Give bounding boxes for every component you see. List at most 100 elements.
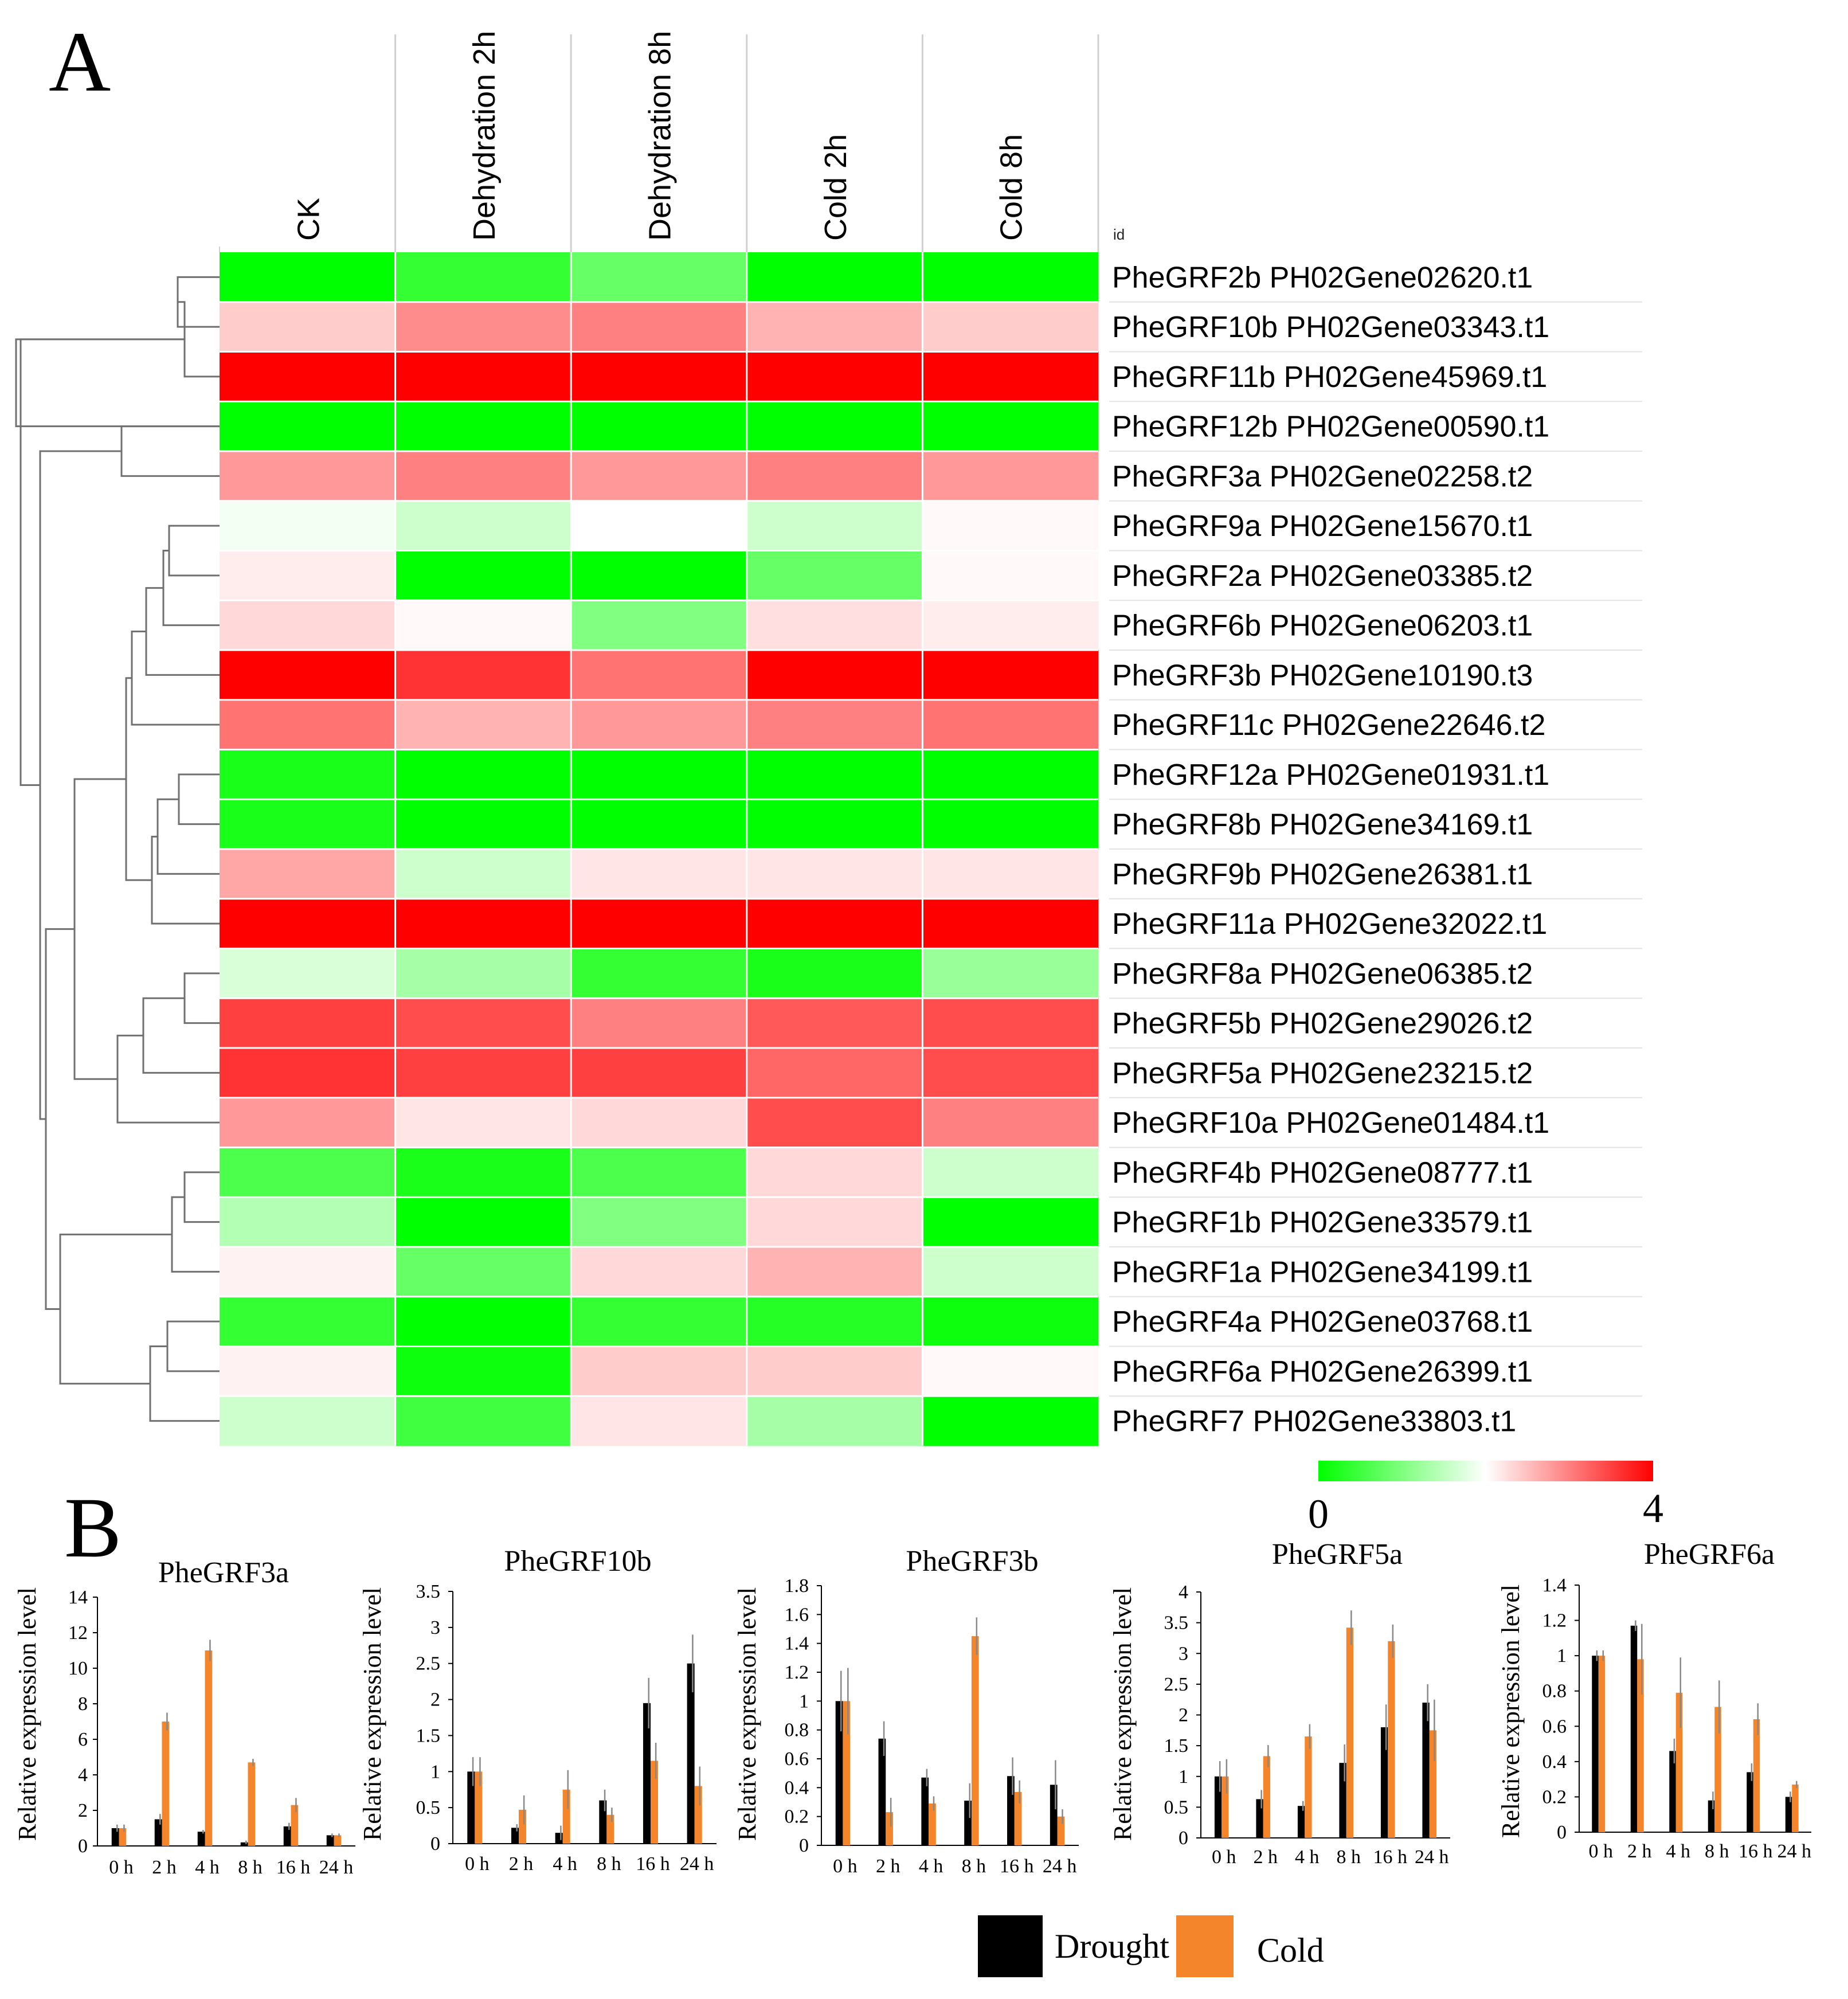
heatmap-cell [395, 998, 571, 1049]
bar-cold [1346, 1628, 1354, 1838]
bar-cold [843, 1701, 851, 1845]
heatmap-cell [746, 699, 923, 750]
y-tick-label: 1.6 [785, 1604, 809, 1625]
bar-drought [1297, 1806, 1305, 1838]
heatmap-cell [746, 898, 923, 949]
bar-drought [1007, 1776, 1015, 1845]
heatmap-cell [395, 898, 571, 949]
heatmap-cell [220, 1296, 396, 1347]
x-tick-label: 4 h [553, 1853, 577, 1875]
y-tick-label: 0 [78, 1836, 88, 1857]
y-tick-label: 14 [68, 1587, 88, 1608]
x-tick-label: 4 h [195, 1857, 220, 1878]
heatmap-row-label: PheGRF11a PH02Gene32022.t1 [1112, 907, 1547, 941]
x-tick-label: 4 h [919, 1856, 943, 1877]
x-tick-label: 2 h [1254, 1847, 1278, 1868]
bar-cold [929, 1804, 936, 1845]
heatmap-row-label: PheGRF9a PH02Gene15670.t1 [1112, 510, 1533, 543]
heatmap-cell [922, 849, 1099, 899]
bar-cold [1753, 1719, 1760, 1832]
heatmap-cell [922, 998, 1099, 1049]
bar-drought [835, 1701, 843, 1845]
heatmap-cell [746, 1097, 923, 1148]
dendrogram-branch [131, 630, 220, 726]
heatmap-cell [922, 550, 1099, 601]
color-scale-min-label: 0 [1308, 1491, 1329, 1537]
heatmap-cell [220, 898, 396, 949]
y-tick-label: 6 [78, 1729, 88, 1750]
bar-cold [651, 1761, 659, 1844]
heatmap-cell [571, 351, 747, 402]
bar-cold [1598, 1656, 1606, 1832]
heatmap-cell [746, 1346, 923, 1396]
y-tick-label: 2.5 [1164, 1674, 1189, 1695]
heatmap-cell [220, 799, 396, 850]
heatmap-cell [746, 998, 923, 1049]
x-tick-label: 16 h [636, 1853, 670, 1875]
bar-cold [519, 1809, 527, 1844]
heatmap-cell [220, 252, 396, 303]
bar-drought [555, 1833, 563, 1844]
x-tick-label: 24 h [1043, 1856, 1077, 1877]
heatmap-cell [922, 1197, 1099, 1247]
heatmap-cell [922, 749, 1099, 800]
heatmap-row-label: PheGRF4b PH02Gene08777.t1 [1112, 1156, 1533, 1190]
heatmap-cell [746, 302, 923, 352]
x-tick-label: 2 h [876, 1856, 900, 1877]
y-tick-label: 1.4 [1542, 1575, 1567, 1596]
x-tick-label: 24 h [1415, 1847, 1449, 1868]
y-tick-label: 0.4 [785, 1777, 809, 1798]
heatmap-cell [922, 1396, 1099, 1446]
bar-drought [1380, 1727, 1388, 1838]
x-tick-label: 24 h [680, 1853, 714, 1875]
heatmap-cell [746, 550, 923, 601]
x-tick-label: 4 h [1666, 1841, 1691, 1862]
bar-drought [599, 1800, 607, 1844]
x-tick-label: 0 h [1212, 1847, 1236, 1868]
bar-drought [154, 1819, 162, 1846]
heatmap-column-lines [219, 34, 1099, 252]
x-tick-label: 16 h [1000, 1856, 1034, 1877]
heatmap-cell [746, 1247, 923, 1297]
dendrogram-branch [15, 338, 220, 428]
bar-drought [111, 1828, 119, 1846]
y-tick-label: 1.2 [785, 1662, 809, 1683]
heatmap-cell [220, 500, 396, 551]
heatmap-row-label: PheGRF12a PH02Gene01931.t1 [1112, 758, 1549, 792]
heatmap-cell [220, 1247, 396, 1297]
heatmap-cell [395, 749, 571, 800]
dendrogram-branch [19, 338, 185, 787]
chart-title: PheGRF6a [1644, 1538, 1775, 1571]
y-tick-label: 0.2 [785, 1806, 809, 1828]
y-tick-label: 3 [1179, 1643, 1188, 1664]
y-tick-label: 2 [78, 1800, 88, 1821]
heatmap-row-label: PheGRF11c PH02Gene22646.t2 [1112, 709, 1545, 742]
x-tick-label: 16 h [276, 1857, 311, 1878]
dendrogram-branch [116, 1034, 220, 1124]
heatmap-column-label: Cold 2h [819, 134, 853, 241]
heatmap-cell [746, 600, 923, 651]
dendrogram-branch [145, 587, 220, 676]
heatmap-cell [220, 351, 396, 402]
heatmap-cell [922, 252, 1099, 303]
dendrogram-branch [162, 550, 220, 627]
heatmap-cell [220, 1048, 396, 1098]
bar-drought [240, 1842, 248, 1846]
heatmap-row-label: PheGRF12b PH02Gene00590.t1 [1112, 410, 1549, 444]
panel-label-b: B [64, 1480, 122, 1575]
heatmap-cell [746, 500, 923, 551]
heatmap-cell [395, 849, 571, 899]
heatmap-cell [571, 699, 747, 750]
bar-chart-PheGRF5a: PheGRF5a Relative expression level 0 0.5 1 1.… [1109, 1538, 1450, 1868]
heatmap-cell [571, 1147, 747, 1198]
bar-drought [643, 1703, 651, 1844]
y-tick-label: 2.5 [416, 1653, 441, 1675]
y-tick-label: 2 [1179, 1705, 1188, 1726]
y-tick-label: 1 [799, 1691, 809, 1712]
y-tick-label: 0.6 [1542, 1716, 1567, 1737]
heatmap-column-labels: CK Dehydration 2h Dehydration 8h Cold 2h Col… [291, 31, 1028, 241]
heatmap-cell [922, 1097, 1099, 1148]
bar-cold [1014, 1791, 1022, 1845]
bar-cold [886, 1812, 893, 1845]
